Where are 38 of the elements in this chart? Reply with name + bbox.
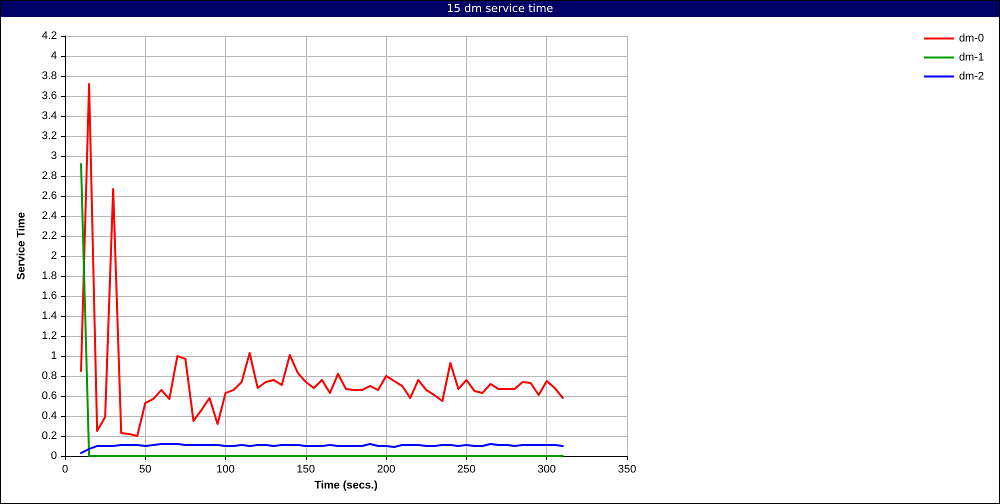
y-tick-label: 1	[50, 350, 57, 362]
y-tick-label: 1.8	[42, 270, 57, 282]
y-tick-label: 0.6	[42, 390, 57, 402]
y-tick-label: 3.2	[42, 130, 57, 142]
y-tick-label: 0.4	[42, 410, 57, 422]
x-tick-label: 350	[618, 464, 636, 476]
y-tick-label: 4.2	[42, 30, 57, 42]
x-tick-label: 300	[538, 464, 556, 476]
y-tick-label: 4	[50, 50, 57, 62]
legend-label: dm-2	[958, 70, 984, 82]
legend-label: dm-0	[958, 32, 984, 44]
y-tick-label: 2.2	[42, 230, 57, 242]
x-tick-label: 100	[216, 464, 235, 476]
y-tick-label: 0.8	[42, 370, 57, 382]
y-tick-label: 1.4	[42, 310, 57, 322]
x-tick-label: 200	[376, 464, 396, 476]
y-tick-label: 2.8	[42, 170, 57, 182]
chart-title: 15 dm service time	[1, 1, 999, 17]
legend-label: dm-1	[958, 52, 984, 64]
y-tick-label: 3.4	[42, 110, 57, 122]
y-axis-title: Service Time	[16, 212, 28, 280]
y-tick-label: 2	[50, 250, 57, 262]
y-tick-label: 2.6	[42, 190, 57, 202]
y-tick-label: 3.8	[42, 70, 57, 82]
x-tick-label: 0	[62, 464, 68, 476]
line-series	[80, 443, 564, 454]
x-tick-label: 150	[296, 464, 316, 476]
x-tick-label: 250	[457, 464, 476, 476]
y-tick-label: 0	[50, 450, 57, 462]
y-tick-label: 3.6	[42, 90, 57, 102]
y-tick-label: 3	[50, 150, 57, 162]
y-tick-label: 1.6	[42, 290, 57, 302]
x-axis-title: Time (secs.)	[314, 479, 378, 492]
line-series	[80, 83, 564, 437]
x-tick-label: 50	[139, 464, 152, 476]
y-tick-label: 2.4	[42, 210, 57, 222]
y-tick-label: 1.2	[42, 330, 57, 342]
y-tick-label: 0.2	[42, 430, 57, 442]
